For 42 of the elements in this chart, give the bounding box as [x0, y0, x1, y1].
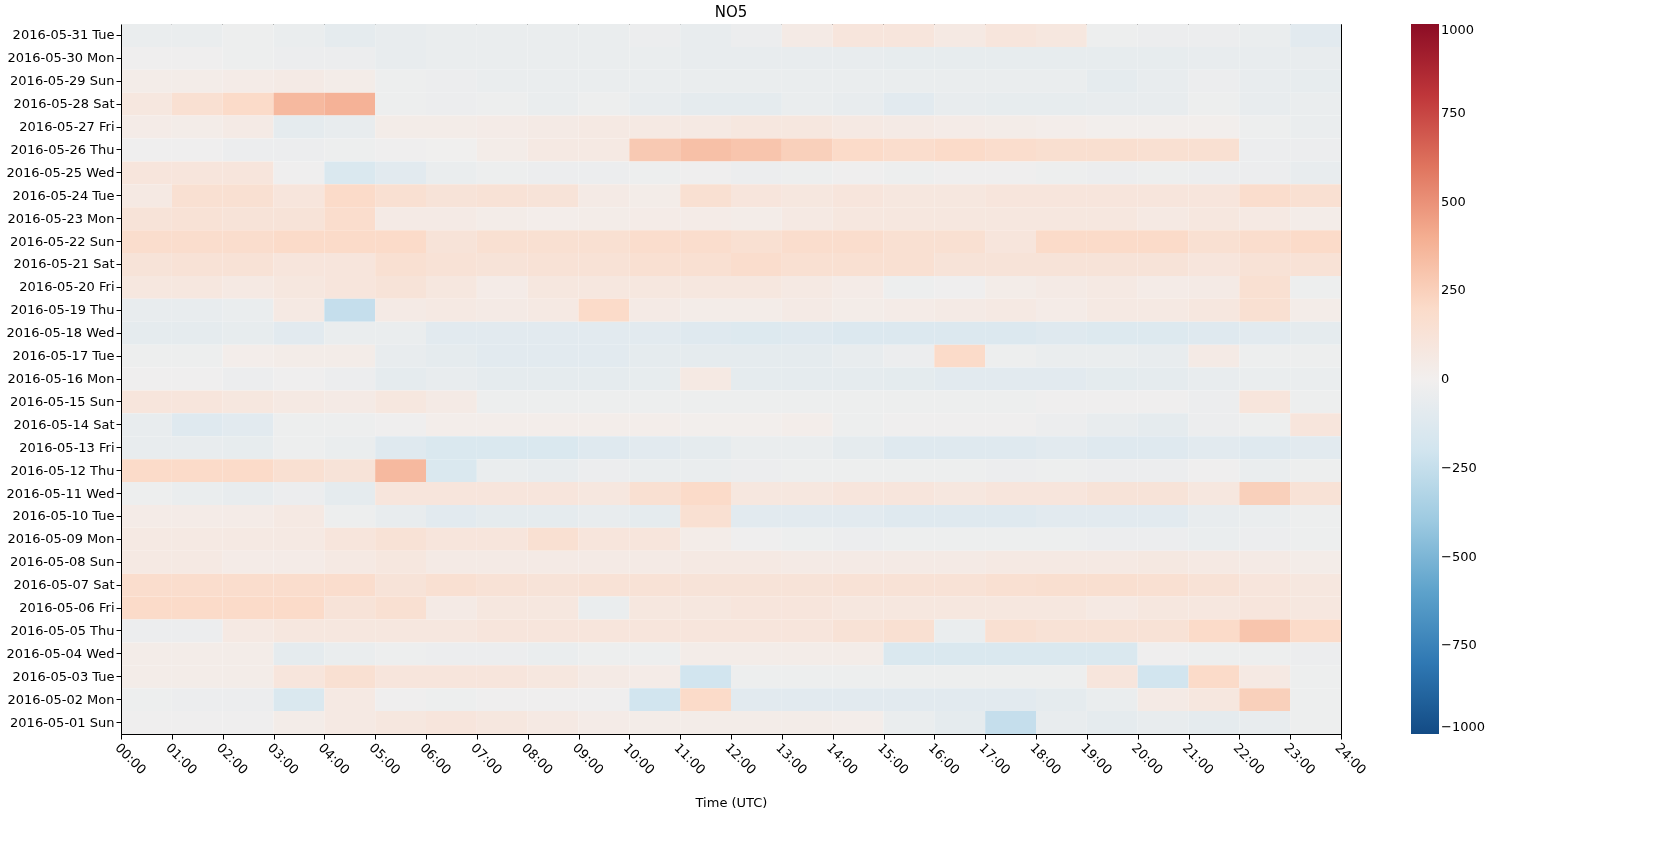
y-tick-label: 2016-05-05 Thu: [10, 622, 115, 638]
color-bar-label: 250: [1441, 282, 1466, 298]
color-bar-label: −750: [1441, 637, 1477, 653]
y-tick-label: 2016-05-18 Wed: [6, 325, 115, 341]
y-tick-label: 2016-05-04 Wed: [6, 645, 115, 661]
y-tick-label: 2016-05-27 Fri: [19, 119, 115, 135]
y-tick-label: 2016-05-01 Sun: [10, 714, 115, 730]
y-tick-label: 2016-05-31 Tue: [12, 27, 115, 43]
y-tick-label: 2016-05-09 Mon: [7, 531, 115, 547]
color-bar-label: −500: [1441, 548, 1477, 564]
y-tick-label: 2016-05-11 Wed: [6, 485, 115, 501]
y-tick-label: 2016-05-20 Fri: [19, 279, 115, 295]
color-bar-label: −250: [1441, 459, 1477, 475]
y-tick-label: 2016-05-17 Tue: [12, 348, 115, 364]
y-tick-label: 2016-05-25 Wed: [6, 164, 115, 180]
y-tick-label: 2016-05-16 Mon: [7, 371, 115, 386]
y-tick-label: 2016-05-15 Sun: [10, 393, 115, 409]
y-tick-label: 2016-05-03 Tue: [12, 668, 115, 684]
x-axis-title: Time (UTC): [694, 795, 768, 811]
color-bar-label: 0: [1441, 371, 1450, 386]
y-tick-label: 2016-05-08 Sun: [10, 554, 115, 570]
y-tick-label: 2016-05-28 Sat: [13, 96, 115, 112]
y-tick-label: 2016-05-22 Sun: [10, 233, 115, 249]
y-tick-label: 2016-05-12 Thu: [10, 462, 115, 478]
y-tick-label: 2016-05-07 Sat: [13, 577, 115, 593]
y-tick-label: 2016-05-24 Tue: [12, 187, 115, 203]
y-tick-label: 2016-05-10 Tue: [12, 508, 115, 524]
y-tick-label: 2016-05-23 Mon: [7, 210, 115, 226]
y-tick-label: 2016-05-13 Fri: [19, 439, 115, 455]
chart-title: NO5: [714, 3, 748, 21]
color-bar-label: 1000: [1441, 22, 1475, 37]
y-tick-label: 2016-05-26 Thu: [10, 141, 115, 157]
y-tick-label: 2016-05-19 Thu: [10, 302, 115, 318]
color-bar-label: 750: [1441, 104, 1466, 120]
y-tick-label: 2016-05-14 Sat: [13, 416, 115, 432]
y-tick-label: 2016-05-02 Mon: [7, 691, 115, 707]
y-tick-label: 2016-05-21 Sat: [13, 256, 115, 272]
color-bar-label: 500: [1441, 193, 1466, 209]
y-tick-label: 2016-05-06 Fri: [19, 600, 115, 616]
y-tick-label: 2016-05-30 Mon: [7, 50, 115, 66]
y-tick-label: 2016-05-29 Sun: [10, 73, 115, 89]
color-bar-label: −1000: [1441, 719, 1485, 734]
